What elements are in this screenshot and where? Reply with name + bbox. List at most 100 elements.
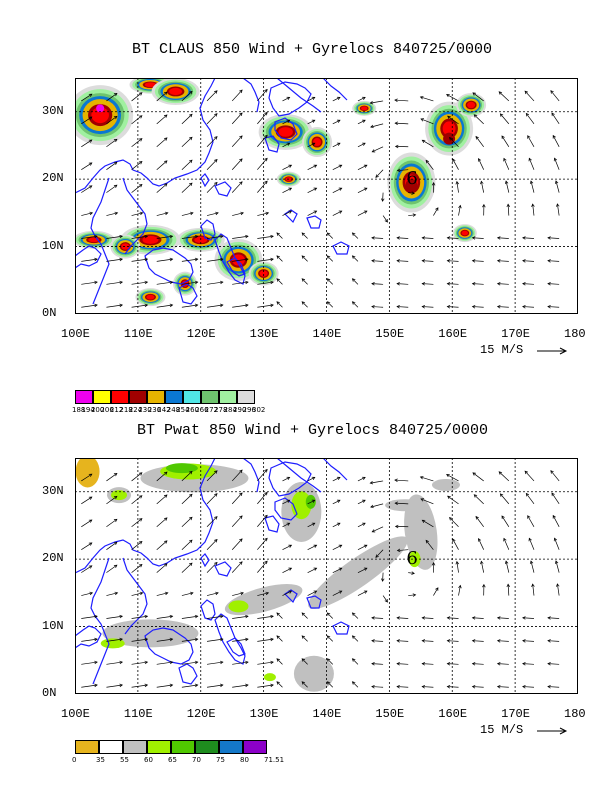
wind-arrow: [472, 686, 484, 688]
wind-arrow: [371, 663, 384, 665]
wind-arrow-head: [264, 514, 268, 519]
wind-arrow: [81, 258, 98, 262]
wind-arrow-head: [194, 614, 199, 619]
wind-arrow: [231, 538, 243, 550]
wind-arrow-head: [311, 522, 316, 526]
wind-arrow-head: [553, 537, 558, 542]
wind-arrow: [282, 164, 292, 171]
colorbar-label: 200: [90, 406, 105, 414]
wind-arrow-head: [313, 590, 318, 594]
wind-arrow-head: [446, 304, 451, 309]
wind-arrow-head: [435, 207, 439, 211]
wind-arrow: [232, 615, 249, 619]
wind-arrow-head: [94, 614, 98, 619]
wind-arrow-head: [556, 203, 560, 207]
wind-arrow-head: [446, 236, 451, 240]
colorbar-label: 55: [120, 756, 129, 764]
wind-arrow-head: [276, 255, 280, 259]
wind-arrow: [181, 494, 193, 505]
wind-arrow: [106, 473, 118, 482]
wind-arrow: [156, 160, 168, 170]
wind-arrow: [181, 471, 193, 482]
wind-arrow-head: [313, 210, 318, 214]
wind-arrow-head: [554, 180, 559, 184]
wind-arrow: [452, 538, 459, 550]
wind-arrow-head: [425, 159, 430, 164]
wind-arrow: [106, 161, 118, 170]
wind-arrow: [206, 615, 223, 619]
pwat-region: [263, 673, 276, 682]
wind-arrow: [397, 617, 409, 619]
colorbar-label: 302: [252, 406, 266, 414]
wind-arrow-head: [194, 234, 199, 239]
wind-arrow: [106, 615, 123, 619]
wind-vectors: [81, 88, 560, 309]
wind-arrow-head: [311, 96, 316, 101]
y-tick-label: 30N: [42, 103, 64, 118]
wind-arrow-head: [431, 561, 436, 566]
wind-arrow: [497, 283, 509, 285]
wind-arrow: [352, 278, 359, 285]
wind-arrow-head: [496, 236, 501, 240]
wind-arrow: [500, 113, 510, 125]
wind-arrow-head: [245, 257, 249, 262]
wind-arrow-head: [270, 257, 274, 262]
wind-arrow-head: [380, 578, 385, 582]
wind-arrow-head: [527, 135, 531, 139]
wind-arrow-head: [371, 684, 375, 689]
wind-arrow: [425, 540, 434, 550]
wind-arrow-head: [455, 180, 459, 185]
wind-arrow: [232, 592, 244, 596]
wind-arrow: [503, 538, 510, 550]
gyre-marker: 6: [406, 168, 417, 189]
wind-arrow-head: [276, 232, 280, 236]
wind-arrow: [276, 232, 283, 239]
wind-arrow-head: [396, 282, 400, 286]
wind-arrow-head: [270, 234, 274, 239]
wind-arrow: [301, 278, 308, 285]
wind-arrow: [550, 90, 560, 102]
wind-arrow-head: [351, 232, 356, 236]
wind-arrow: [106, 496, 118, 505]
wind-arrow: [497, 686, 509, 688]
wind-arrow: [307, 164, 317, 171]
wind-arrow-head: [499, 113, 504, 117]
wind-arrow-head: [371, 236, 375, 240]
wind-arrow: [352, 255, 359, 262]
wind-arrow: [371, 686, 384, 688]
wind-arrow-head: [411, 191, 415, 195]
wind-arrow-head: [351, 658, 356, 662]
wind-arrow-head: [369, 100, 374, 105]
wind-arrow-head: [119, 303, 123, 308]
wind-arrow: [357, 477, 366, 482]
wind-arrow: [257, 661, 274, 665]
wind-arrow: [156, 235, 173, 239]
wind-arrow-head: [446, 259, 451, 263]
wind-arrow: [522, 237, 535, 239]
wind-arrow-head: [446, 639, 451, 643]
wind-arrow: [522, 617, 535, 619]
wind-arrow-head: [163, 91, 168, 95]
wind-arrow-head: [338, 590, 343, 594]
wind-arrow: [352, 635, 359, 642]
wind-arrow-head: [144, 257, 149, 262]
wind-arrow-head: [475, 135, 479, 140]
wind-arrow-head: [113, 92, 118, 97]
wind-arrow: [332, 499, 341, 505]
wind-arrow: [106, 304, 123, 308]
wind-arrow: [81, 185, 93, 193]
wind-arrow: [282, 499, 290, 505]
wind-arrow-head: [503, 157, 507, 162]
wind-arrow-head: [286, 499, 291, 503]
wind-arrow-head: [471, 616, 476, 620]
wind-arrow-head: [119, 614, 123, 619]
x-tick-label: 120E: [186, 327, 216, 341]
wind-arrow-head: [504, 560, 509, 565]
lat-lon-grid: [75, 78, 578, 314]
wind-arrow-head: [363, 187, 368, 191]
wind-arrow: [131, 281, 148, 285]
wind-arrow-head: [547, 304, 551, 309]
wind-arrow-head: [336, 96, 341, 101]
wind-arrow: [551, 492, 560, 505]
wind-arrow-head: [396, 304, 400, 309]
